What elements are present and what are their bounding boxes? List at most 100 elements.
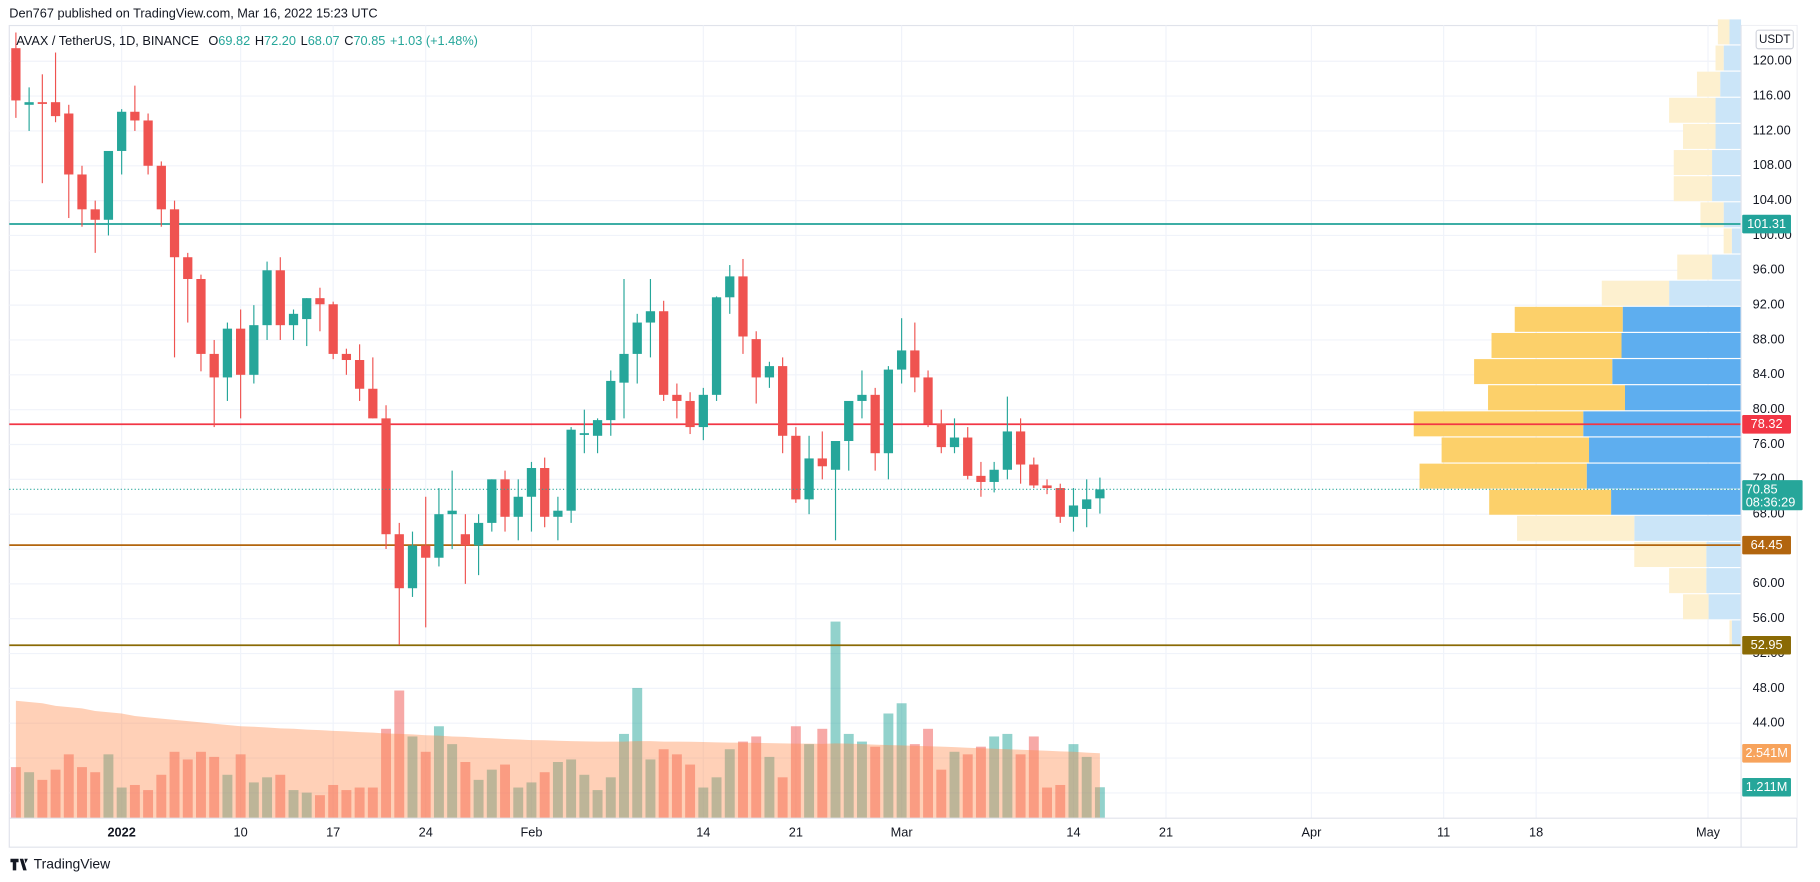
- candle-body: [1042, 485, 1052, 489]
- y-tick-label: 104.00: [1753, 192, 1792, 207]
- volume-bar: [592, 790, 603, 819]
- volume-bar: [169, 751, 180, 819]
- candle-body: [394, 534, 404, 589]
- candle-body: [738, 276, 748, 337]
- volume-bar: [632, 687, 643, 819]
- profile-up-bar: [1723, 45, 1742, 71]
- volume-bar: [526, 782, 537, 819]
- candle-body: [262, 270, 272, 326]
- volume-badge: 1.211M: [1746, 779, 1788, 794]
- volume-bar: [724, 749, 735, 819]
- candle-body: [447, 510, 457, 515]
- candle-body: [830, 441, 841, 470]
- x-tick-label: 21: [1159, 825, 1173, 840]
- candle-body: [976, 475, 986, 482]
- candle-body: [1055, 488, 1065, 517]
- volume-bar: [738, 741, 748, 819]
- candle-body: [817, 458, 827, 467]
- volume-bar: [1002, 733, 1013, 819]
- candle-body: [1002, 431, 1013, 470]
- candle-body: [24, 102, 34, 105]
- volume-bar: [949, 751, 960, 819]
- volume-bar: [288, 790, 299, 819]
- volume-bar: [1094, 787, 1105, 819]
- x-tick-label: 10: [234, 825, 248, 840]
- volume-bar: [1028, 736, 1039, 819]
- candle-body: [883, 369, 894, 454]
- price-badge-bg: [1742, 480, 1803, 511]
- legend-value: 70.85: [353, 33, 385, 48]
- volume-bar: [909, 744, 920, 819]
- profile-up-bar: [1715, 97, 1742, 123]
- legend-key: C: [344, 33, 353, 48]
- profile-up-bar: [1706, 568, 1742, 594]
- candle-body: [209, 353, 219, 378]
- legend-key: O: [208, 33, 218, 48]
- profile-down-bar: [1488, 385, 1625, 411]
- volume-bar: [566, 759, 577, 819]
- x-tick-label: 14: [696, 825, 710, 840]
- profile-up-bar: [1712, 254, 1742, 280]
- legend-title: AVAX / TetherUS, 1D, BINANCE: [16, 33, 199, 48]
- volume-bar: [777, 777, 788, 819]
- x-tick-label: 18: [1529, 825, 1543, 840]
- profile-up-bar: [1712, 176, 1742, 202]
- volume-bar: [619, 733, 629, 819]
- profile-down-bar: [1489, 489, 1612, 515]
- profile-up-bar: [1634, 515, 1742, 541]
- candle-body: [222, 328, 233, 378]
- candle-body: [90, 209, 100, 220]
- y-tick-label: 108.00: [1753, 157, 1792, 172]
- profile-down-bar: [1441, 437, 1590, 463]
- y-tick-label: 76.00: [1753, 436, 1785, 451]
- profile-down-bar: [1601, 280, 1670, 306]
- level-badge: 52.95: [1751, 637, 1783, 652]
- candle-body: [698, 394, 708, 428]
- volume-badge: 2.541M: [1745, 745, 1788, 760]
- footer-logo: TradingView: [10, 855, 111, 871]
- candle-body: [685, 400, 695, 428]
- profile-up-bar: [1621, 332, 1742, 358]
- volume-bar: [962, 754, 973, 819]
- x-tick-label: 21: [789, 825, 803, 840]
- volume-bar: [24, 772, 35, 819]
- candle-body: [143, 120, 153, 166]
- profile-down-bar: [1474, 359, 1613, 385]
- price-badge: 70.85: [1746, 481, 1778, 496]
- profile-up-bar: [1611, 489, 1742, 515]
- candle-body: [989, 469, 999, 482]
- x-tick-label: 24: [419, 825, 433, 840]
- candle-body: [156, 165, 166, 210]
- volume-bar: [156, 774, 167, 819]
- candle-body: [117, 111, 127, 151]
- volume-bar: [989, 736, 1000, 819]
- volume-bar: [1055, 784, 1066, 819]
- volume-bar: [50, 769, 61, 819]
- volume-bar: [645, 759, 656, 819]
- candle-body: [315, 298, 325, 305]
- profile-up-bar: [1612, 359, 1742, 385]
- candle-body: [844, 400, 854, 442]
- volume-bar: [698, 787, 709, 819]
- candle-body: [169, 209, 180, 258]
- y-tick-label: 96.00: [1753, 262, 1785, 277]
- y-tick-label: 56.00: [1753, 610, 1785, 625]
- volume-bar: [301, 792, 312, 819]
- volume-bar: [90, 772, 101, 819]
- volume-bar: [486, 769, 497, 819]
- x-tick-label: May: [1696, 825, 1721, 840]
- volume-bar: [711, 777, 722, 819]
- candle-body: [923, 377, 933, 424]
- volume-bar: [116, 787, 127, 819]
- candle-body: [487, 479, 497, 523]
- candle-body: [64, 113, 74, 175]
- candle-body: [434, 514, 444, 558]
- x-tick-label: 11: [1437, 825, 1450, 840]
- candle-body: [672, 394, 682, 401]
- y-tick-label: 48.00: [1753, 680, 1785, 695]
- volume-bar: [500, 764, 510, 819]
- candle-body: [1015, 431, 1026, 465]
- profile-down-bar: [1715, 45, 1724, 71]
- currency-label: USDT: [1759, 33, 1791, 46]
